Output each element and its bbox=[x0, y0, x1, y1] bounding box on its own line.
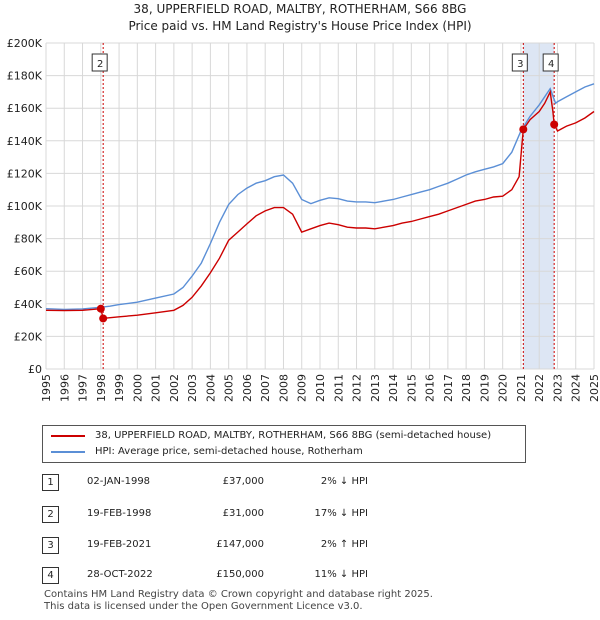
legend-label-hpi: HPI: Average price, semi-detached house,… bbox=[95, 446, 363, 457]
x-tick-label: 2017 bbox=[442, 374, 455, 402]
footer-licence: This data is licensed under the Open Gov… bbox=[44, 601, 363, 612]
legend-swatch-property bbox=[51, 435, 85, 437]
sale-label-box bbox=[542, 53, 559, 72]
x-tick-label: 1999 bbox=[113, 374, 126, 402]
x-tick-label: 2025 bbox=[588, 374, 600, 402]
transaction-number: 2 bbox=[42, 506, 59, 523]
x-tick-label: 2003 bbox=[186, 374, 199, 402]
y-tick-label: £140K bbox=[7, 135, 43, 148]
transaction-date: 19-FEB-1998 bbox=[87, 508, 152, 519]
x-tick-label: 2008 bbox=[277, 374, 290, 402]
x-tick-label: 1998 bbox=[95, 374, 108, 402]
y-tick-label: £200K bbox=[7, 37, 43, 50]
sale-label-text: 3 bbox=[517, 59, 523, 70]
footer-copyright: Contains HM Land Registry data © Crown c… bbox=[44, 589, 433, 600]
transaction-price: £37,000 bbox=[222, 476, 264, 487]
sale-label-text: 4 bbox=[548, 59, 554, 70]
transaction-hpi-diff: 11% ↓ HPI bbox=[314, 569, 368, 580]
transaction-price: £147,000 bbox=[216, 539, 264, 550]
y-tick-label: £20K bbox=[14, 330, 43, 343]
y-tick-label: £160K bbox=[7, 102, 43, 115]
x-tick-label: 2005 bbox=[223, 374, 236, 402]
transaction-number: 4 bbox=[42, 567, 59, 584]
transaction-price: £150,000 bbox=[216, 569, 264, 580]
transaction-number: 3 bbox=[42, 537, 59, 554]
transaction-hpi-diff: 2% ↑ HPI bbox=[320, 539, 368, 550]
y-tick-label: £60K bbox=[14, 265, 43, 278]
legend-label-property: 38, UPPERFIELD ROAD, MALTBY, ROTHERHAM, … bbox=[95, 430, 492, 441]
y-tick-label: £120K bbox=[7, 167, 43, 180]
legend-swatch-hpi bbox=[51, 451, 85, 453]
x-tick-label: 2009 bbox=[296, 374, 309, 402]
property-series-line bbox=[45, 89, 595, 320]
sale-point bbox=[96, 304, 105, 313]
chart-legend: 38, UPPERFIELD ROAD, MALTBY, ROTHERHAM, … bbox=[42, 425, 526, 463]
chart-title-line-1: 38, UPPERFIELD ROAD, MALTBY, ROTHERHAM, … bbox=[133, 2, 467, 16]
x-tick-label: 2011 bbox=[332, 374, 345, 402]
x-tick-label: 2022 bbox=[533, 374, 546, 402]
x-tick-label: 2004 bbox=[204, 374, 217, 402]
x-tick-label: 2000 bbox=[131, 374, 144, 402]
x-tick-label: 1997 bbox=[77, 374, 90, 402]
chart-title-line-2: Price paid vs. HM Land Registry's House … bbox=[128, 19, 472, 33]
sale-point bbox=[550, 120, 559, 129]
x-tick-label: 2020 bbox=[497, 374, 510, 402]
y-tick-label: £0 bbox=[28, 363, 42, 376]
transaction-date: 02-JAN-1998 bbox=[87, 476, 151, 487]
y-tick-label: £100K bbox=[7, 200, 43, 213]
x-tick-label: 2019 bbox=[478, 374, 491, 402]
x-tick-label: 2024 bbox=[570, 374, 583, 402]
x-tick-label: 2006 bbox=[241, 374, 254, 402]
hpi-series-line bbox=[45, 83, 595, 311]
x-tick-label: 2014 bbox=[387, 374, 400, 402]
transaction-price: £31,000 bbox=[222, 508, 264, 519]
y-tick-label: £180K bbox=[7, 70, 43, 83]
x-tick-label: 2002 bbox=[168, 374, 181, 402]
sale-label-text: 2 bbox=[97, 59, 103, 70]
x-tick-label: 2013 bbox=[369, 374, 382, 402]
x-tick-label: 2021 bbox=[515, 374, 528, 402]
sale-point bbox=[519, 125, 528, 134]
price-chart: 2 3 4 £0 £20K £40K £60K £80K £100K £120K £140K £16… bbox=[7, 37, 600, 402]
sale-point bbox=[99, 314, 108, 323]
y-tick-label: £80K bbox=[14, 233, 43, 246]
x-tick-label: 2001 bbox=[150, 374, 163, 402]
transaction-date: 19-FEB-2021 bbox=[87, 539, 152, 550]
x-tick-label: 2018 bbox=[460, 374, 473, 402]
x-tick-label: 2010 bbox=[314, 374, 327, 402]
x-tick-label: 2015 bbox=[405, 374, 418, 402]
x-tick-label: 1996 bbox=[58, 374, 71, 402]
transaction-hpi-diff: 2% ↓ HPI bbox=[320, 476, 368, 487]
transaction-date: 28-OCT-2022 bbox=[87, 569, 153, 580]
x-tick-label: 2016 bbox=[424, 374, 437, 402]
x-tick-label: 2007 bbox=[259, 374, 272, 402]
y-tick-label: £40K bbox=[14, 298, 43, 311]
transaction-number: 1 bbox=[42, 474, 59, 491]
x-tick-label: 1995 bbox=[40, 374, 53, 402]
transaction-hpi-diff: 17% ↓ HPI bbox=[314, 508, 368, 519]
x-tick-label: 2012 bbox=[351, 374, 364, 402]
x-tick-label: 2023 bbox=[551, 374, 564, 402]
sale-label-box bbox=[91, 53, 108, 72]
sale-label-box bbox=[511, 53, 528, 72]
